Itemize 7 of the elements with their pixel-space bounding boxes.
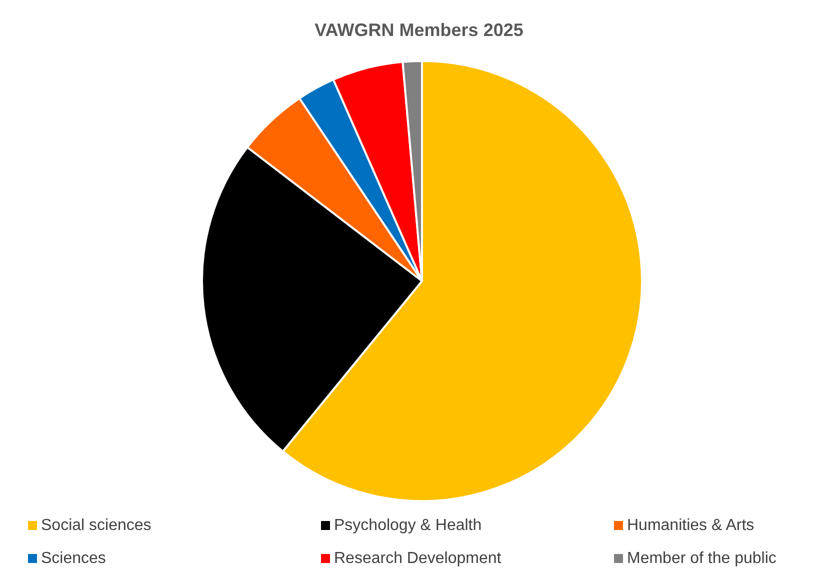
legend-label: Member of the public — [627, 550, 776, 567]
legend-label: Humanities & Arts — [627, 517, 754, 534]
legend-label: Social sciences — [41, 517, 152, 534]
legend-label: Research Development — [334, 550, 502, 567]
legend-label: Sciences — [41, 550, 106, 567]
chart-title: VAWGRN Members 2025 — [314, 20, 524, 40]
legend-label: Psychology & Health — [334, 517, 482, 534]
